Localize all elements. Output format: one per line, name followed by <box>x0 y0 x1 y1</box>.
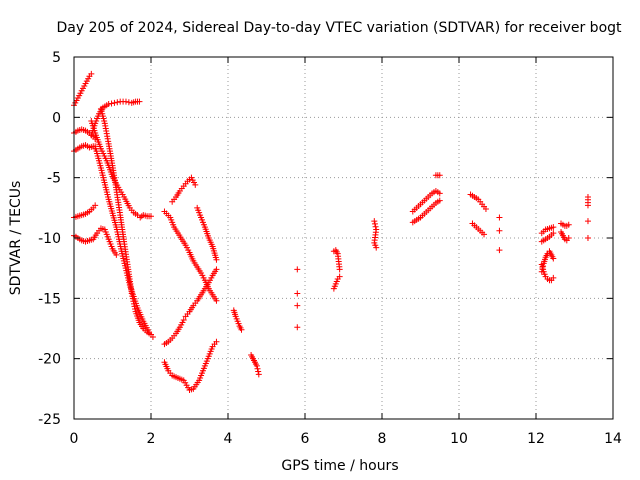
data-point-marker <box>436 190 443 197</box>
y-tick-label: -10 <box>38 231 61 247</box>
y-tick-label: -25 <box>38 412 61 428</box>
data-point-marker <box>550 274 557 281</box>
data-point-marker <box>129 293 136 300</box>
data-point-marker <box>148 331 154 338</box>
data-point-marker <box>336 273 343 280</box>
y-tick-label: -20 <box>38 352 61 368</box>
data-point-marker <box>92 202 99 209</box>
data-point-marker <box>128 290 135 297</box>
data-point-marker <box>113 251 120 258</box>
data-point-marker <box>213 297 220 304</box>
x-tick-label: 12 <box>527 431 545 447</box>
data-point-marker <box>550 224 557 231</box>
data-point-marker <box>371 220 378 227</box>
data-point-marker <box>253 362 260 369</box>
data-point-marker <box>254 365 261 372</box>
data-point-marker <box>105 101 112 108</box>
data-point-marker <box>114 99 121 106</box>
chart-title: Day 205 of 2024, Sidereal Day-to-day VTE… <box>56 20 622 36</box>
data-point-marker <box>213 338 220 345</box>
data-point-marker <box>180 317 187 324</box>
data-point-marker <box>550 255 557 262</box>
data-point-marker <box>213 266 220 273</box>
data-point-marker <box>565 221 572 228</box>
data-point-marker <box>481 231 488 238</box>
data-point-marker <box>92 136 99 143</box>
x-tick-label: 14 <box>604 431 622 447</box>
data-point-marker <box>88 70 95 77</box>
data-point-marker <box>130 300 137 307</box>
y-tick-label: -15 <box>38 291 61 307</box>
data-point-marker <box>294 266 301 273</box>
data-point-marker <box>138 213 145 220</box>
data-point-marker <box>496 227 503 234</box>
data-point-marker <box>255 368 262 375</box>
data-point-marker <box>132 306 139 313</box>
data-point-marker <box>238 326 245 333</box>
x-tick-label: 0 <box>70 431 79 447</box>
data-point-marker <box>129 295 136 302</box>
data-point-marker <box>192 181 199 188</box>
data-point-marker <box>565 235 572 241</box>
y-tick-label: 5 <box>52 50 61 66</box>
axis-ticks: 0 2 4 6 8 10 12 14 -25 -20 -15 -10 -5 0 5 <box>38 50 622 447</box>
data-point-marker <box>130 298 137 305</box>
data-point-marker <box>213 256 220 263</box>
data-point-marker <box>371 218 378 225</box>
data-point-marker <box>373 244 380 251</box>
y-axis-label: SDTVAR / TECUs <box>8 181 24 296</box>
data-point-marker <box>111 99 118 106</box>
data-point-marker <box>294 302 301 309</box>
data-point-marker <box>136 98 143 105</box>
x-tick-label: 8 <box>378 431 387 447</box>
grid-lines <box>74 57 613 419</box>
data-point-marker <box>372 223 379 230</box>
data-point-marker <box>122 98 129 105</box>
data-point-marker <box>550 230 557 237</box>
data-point-marker <box>294 324 301 331</box>
data-point-marker <box>255 371 262 378</box>
x-axis-label: GPS time / hours <box>281 458 398 474</box>
x-tick-label: 4 <box>224 431 233 447</box>
y-tick-label: -5 <box>47 171 61 187</box>
data-point-marker <box>148 213 154 220</box>
data-point-marker <box>584 218 591 225</box>
y-tick-label: 0 <box>52 110 61 126</box>
data-point-marker <box>436 172 443 179</box>
data-point-marker <box>336 266 343 273</box>
x-tick-label: 6 <box>301 431 310 447</box>
data-points <box>71 70 591 394</box>
data-point-marker <box>496 214 503 221</box>
data-point-marker <box>584 235 591 241</box>
data-point-marker <box>131 303 138 310</box>
data-point-marker <box>496 247 503 254</box>
data-point-marker <box>436 197 443 204</box>
data-point-marker <box>108 100 115 107</box>
x-tick-label: 2 <box>147 431 156 447</box>
data-point-marker <box>482 206 489 213</box>
x-tick-label: 10 <box>450 431 468 447</box>
data-point-marker <box>294 290 301 297</box>
data-point-marker <box>584 202 591 209</box>
